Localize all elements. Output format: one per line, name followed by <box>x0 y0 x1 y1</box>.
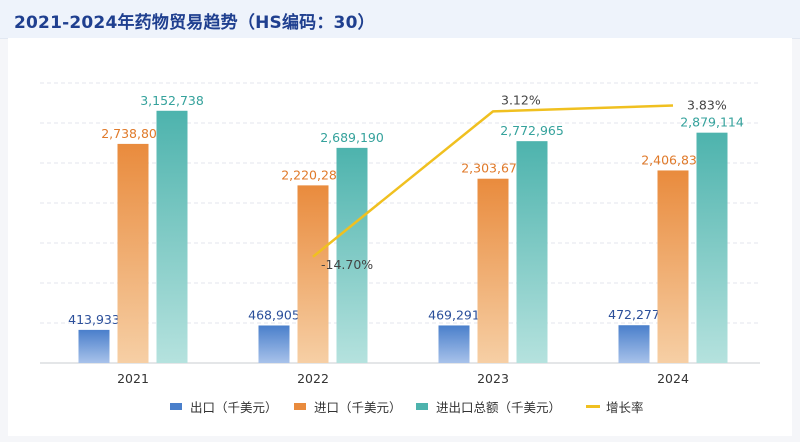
legend-swatch-3 <box>586 405 600 408</box>
chart-title: 2021-2024年药物贸易趋势（HS编码：30） <box>14 13 375 33</box>
data-label-2024-2: 2,879,114 <box>680 115 744 130</box>
data-label-2022-0: 468,905 <box>248 307 300 322</box>
legend-label-3: 增长率 <box>606 400 644 415</box>
data-label-2023-2: 2,772,965 <box>500 123 564 138</box>
chart-canvas: 413,933 2,738,806 3,152,738 2021 468,905 2,22… <box>40 82 760 415</box>
bar-2023-2 <box>516 141 548 363</box>
title-bar: 2021-2024年药物贸易趋势（HS编码：30） <box>0 0 800 39</box>
growth-label-2023: 3.12% <box>501 92 541 107</box>
legend-label-1: 进口（千美元） <box>314 400 402 415</box>
legend-swatch-1 <box>294 403 306 410</box>
bar-2021-0 <box>78 329 110 363</box>
x-tick-label: 2023 <box>477 371 509 386</box>
data-label-2021-0: 413,933 <box>68 312 120 327</box>
bar-2021-2 <box>156 110 188 363</box>
data-label-2022-1: 2,220,285 <box>281 167 345 182</box>
bar-2023-0 <box>438 325 470 363</box>
bar-2024-1 <box>657 170 689 363</box>
data-label-2024-1: 2,406,837 <box>641 152 705 167</box>
data-label-2021-1: 2,738,806 <box>101 126 165 141</box>
bar-2024-2 <box>696 132 728 363</box>
x-tick-label: 2021 <box>117 371 149 386</box>
data-label-2021-2: 3,152,738 <box>140 93 204 108</box>
bar-2024-0 <box>618 325 650 363</box>
bar-2021-1 <box>117 143 149 363</box>
data-label-2023-1: 2,303,678 <box>461 161 525 176</box>
bar-2022-1 <box>297 185 329 363</box>
bar-2023-1 <box>477 178 509 363</box>
growth-label-2022: -14.70% <box>321 257 373 272</box>
legend-swatch-0 <box>170 403 182 410</box>
data-label-2022-2: 2,689,190 <box>320 130 384 145</box>
x-tick-label: 2022 <box>297 371 329 386</box>
bar-2022-0 <box>258 325 290 363</box>
growth-rate-line <box>312 104 674 258</box>
chart-panel: 413,933 2,738,806 3,152,738 2021 468,905 2,22… <box>8 38 792 436</box>
legend-swatch-2 <box>416 403 428 410</box>
legend-label-0: 出口（千美元） <box>190 400 278 415</box>
bar-2022-2 <box>336 147 368 363</box>
growth-label-2024: 3.83% <box>687 98 727 113</box>
data-label-2024-0: 472,277 <box>608 307 660 322</box>
x-tick-label: 2024 <box>657 371 689 386</box>
legend-label-2: 进出口总额（千美元） <box>436 400 561 415</box>
data-label-2023-0: 469,291 <box>428 307 480 322</box>
